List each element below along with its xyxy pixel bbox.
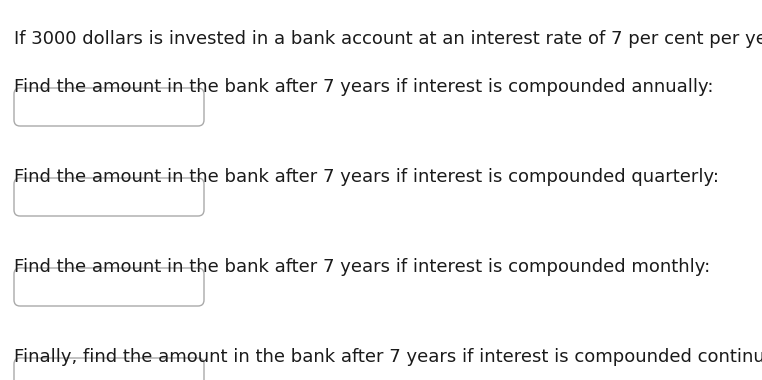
FancyBboxPatch shape xyxy=(14,358,204,380)
Text: Find the amount in the bank after 7 years if interest is compounded quarterly:: Find the amount in the bank after 7 year… xyxy=(14,168,719,186)
FancyBboxPatch shape xyxy=(14,268,204,306)
Text: Find the amount in the bank after 7 years if interest is compounded monthly:: Find the amount in the bank after 7 year… xyxy=(14,258,710,276)
Text: If 3000 dollars is invested in a bank account at an interest rate of 7 per cent : If 3000 dollars is invested in a bank ac… xyxy=(14,30,762,48)
Text: Finally, find the amount in the bank after 7 years if interest is compounded con: Finally, find the amount in the bank aft… xyxy=(14,348,762,366)
FancyBboxPatch shape xyxy=(14,178,204,216)
Text: Find the amount in the bank after 7 years if interest is compounded annually:: Find the amount in the bank after 7 year… xyxy=(14,78,713,96)
FancyBboxPatch shape xyxy=(14,88,204,126)
